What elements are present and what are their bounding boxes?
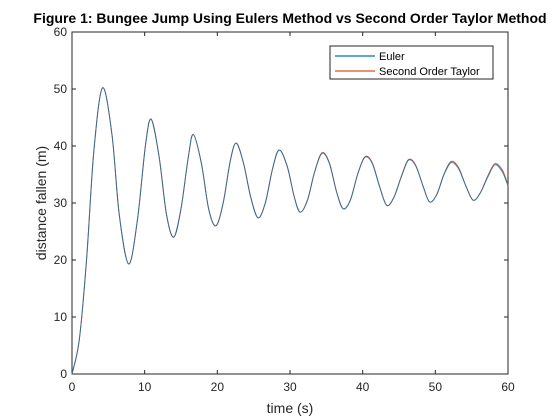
y-tick-label: 20 xyxy=(54,253,68,267)
y-tick-label: 60 xyxy=(54,25,68,39)
x-tick-label: 20 xyxy=(211,380,225,394)
x-tick-label: 40 xyxy=(356,380,370,394)
x-tick-label: 10 xyxy=(138,380,152,394)
y-tick-label: 40 xyxy=(54,139,68,153)
y-tick-label: 0 xyxy=(60,367,67,381)
legend-label-second-order-taylor: Second Order Taylor xyxy=(379,66,480,78)
y-axis-label: distance fallen (m) xyxy=(33,146,49,260)
chart-title: Figure 1: Bungee Jump Using Eulers Metho… xyxy=(33,10,546,26)
plot-area xyxy=(71,31,509,375)
series-layer xyxy=(71,87,509,375)
axis-ticks: 0 10 20 30 40 50 60 0 10 20 30 40 50 60 xyxy=(54,25,515,394)
x-tick-label: 60 xyxy=(501,380,515,394)
legend-label-euler: Euler xyxy=(379,51,405,63)
legend: Euler Second Order Taylor xyxy=(329,45,494,80)
y-tick-label: 50 xyxy=(54,82,68,96)
x-tick-label: 50 xyxy=(429,380,443,394)
series-line-euler xyxy=(71,87,509,375)
y-tick-label: 10 xyxy=(54,310,68,324)
y-tick-label: 30 xyxy=(54,196,68,210)
legend-box xyxy=(329,45,494,80)
x-tick-label: 30 xyxy=(283,380,297,394)
x-axis-label: time (s) xyxy=(267,400,314,416)
x-tick-label: 0 xyxy=(69,380,76,394)
